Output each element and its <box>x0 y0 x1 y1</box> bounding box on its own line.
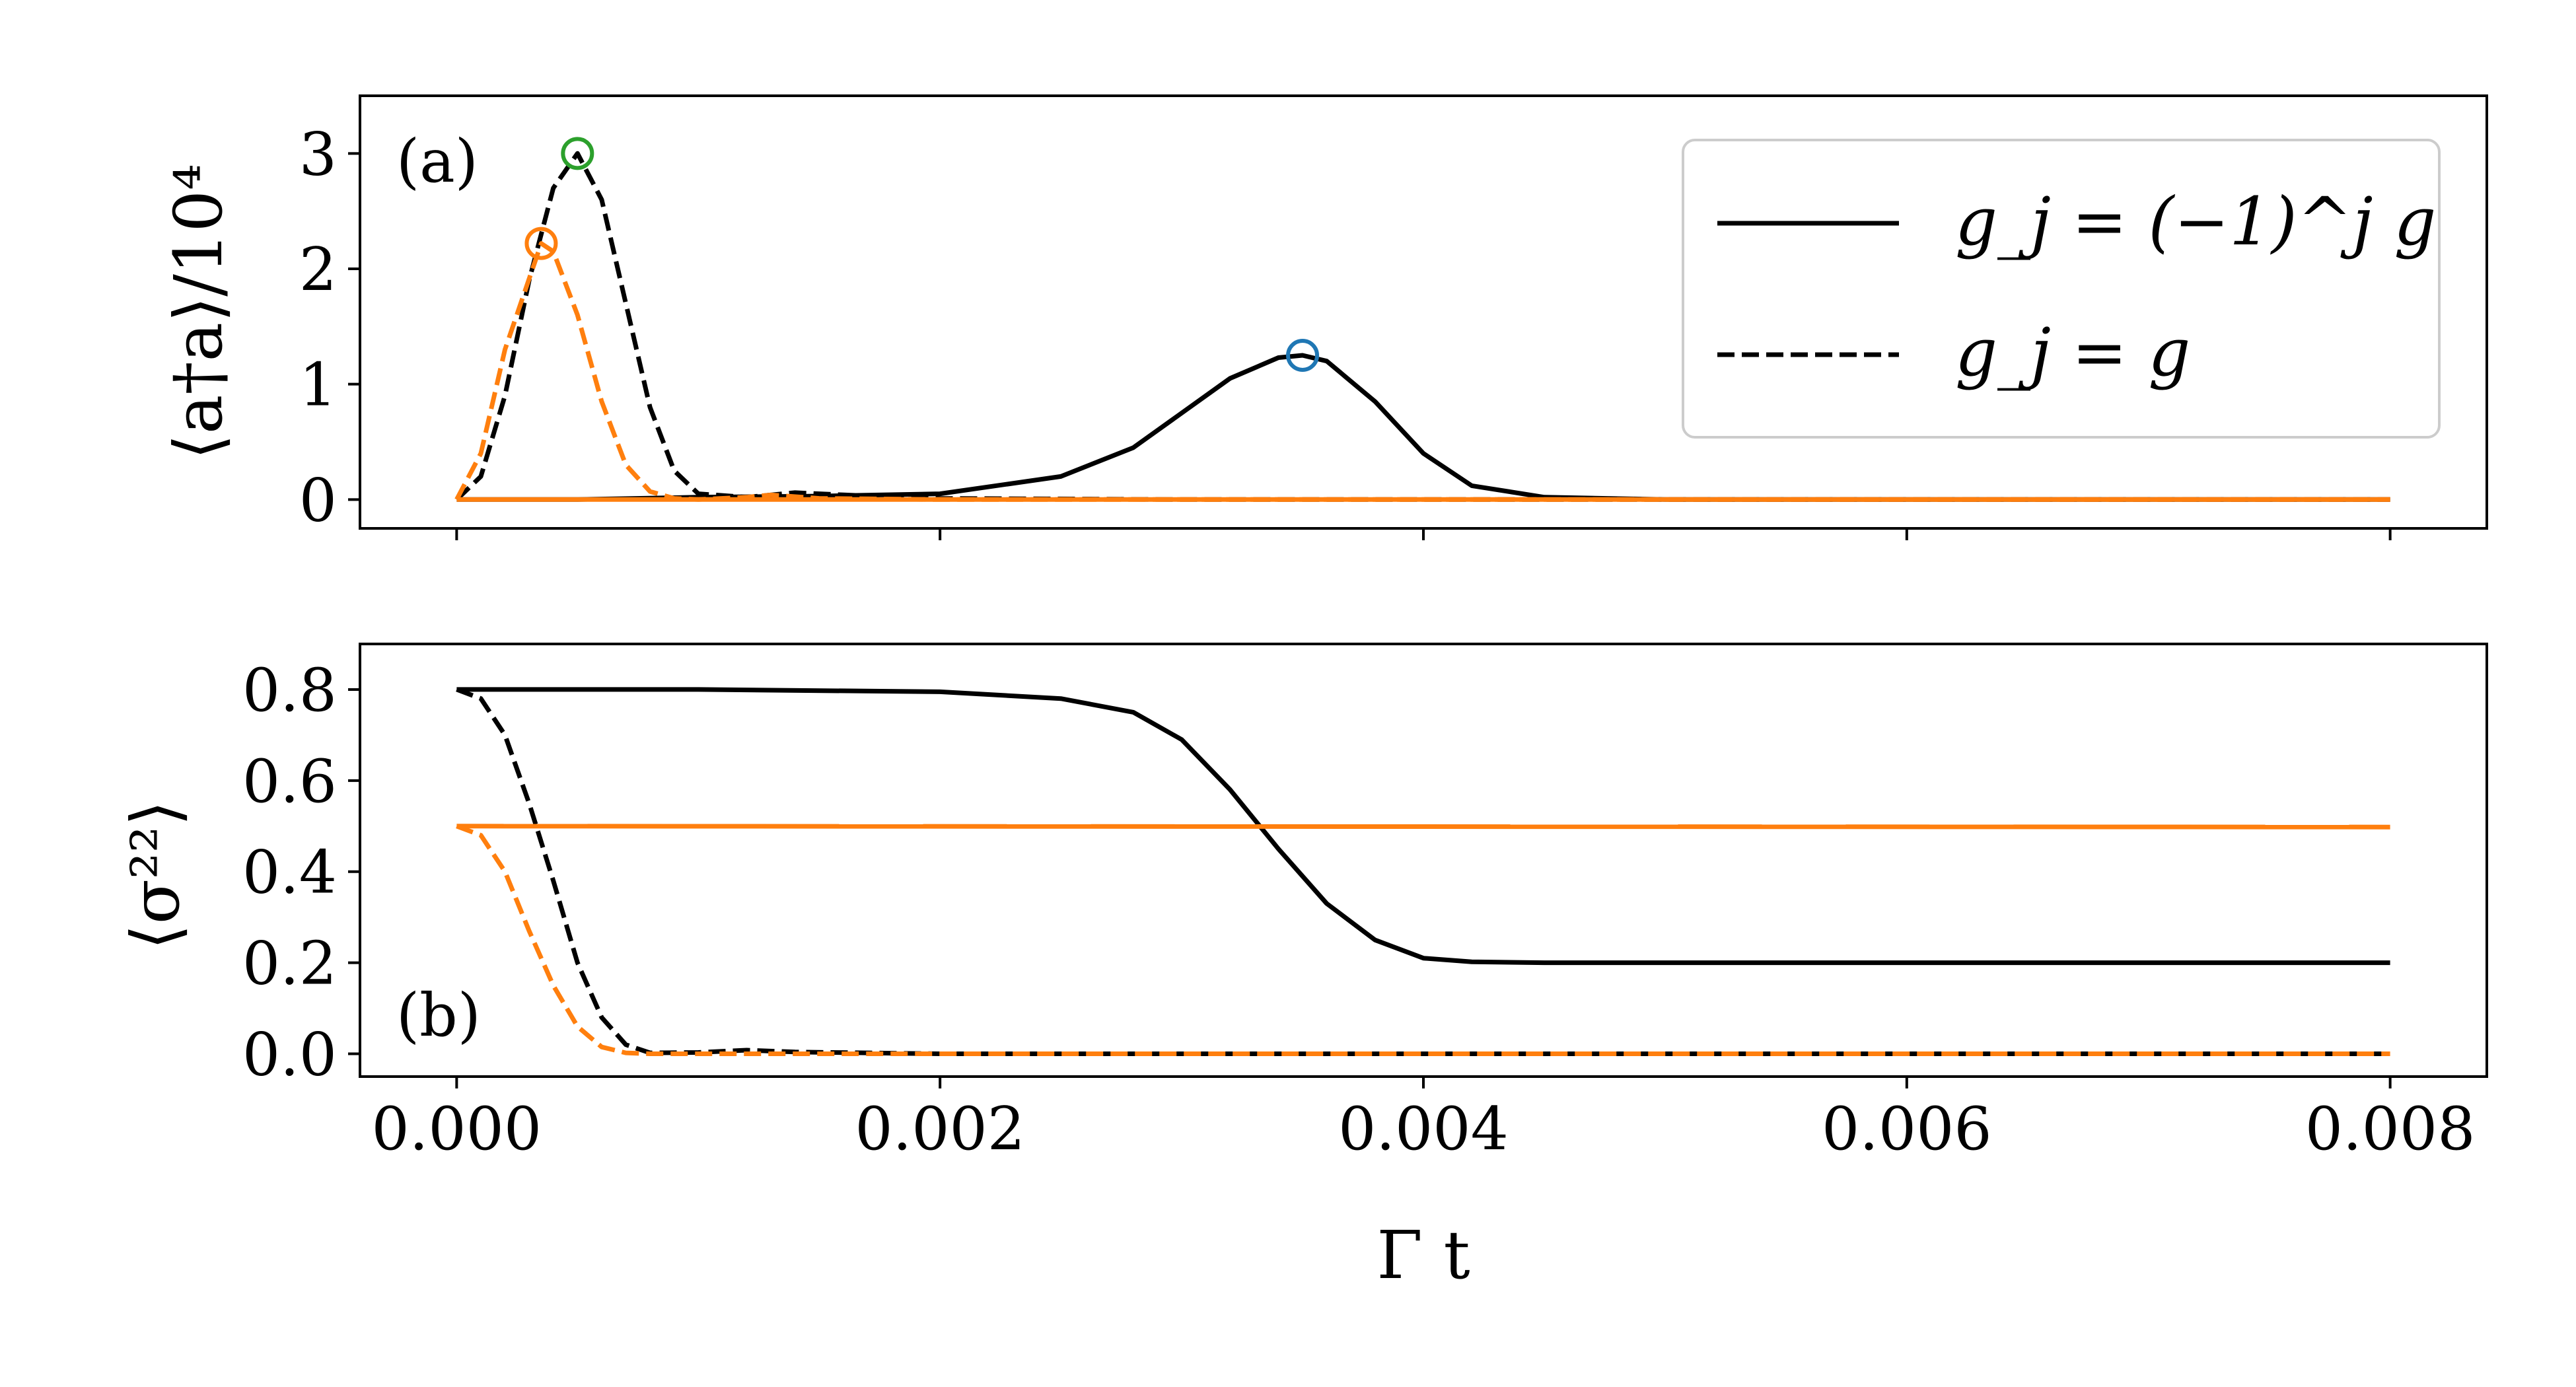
panel-a-peak-marker-0 <box>561 137 594 170</box>
panel-b-y-tick-label-3: 0.6 <box>242 747 337 816</box>
plot-b-lines <box>456 687 2390 1056</box>
panel-a: 0 1 2 3 (a) ⟨a†a⟩/10⁴ g_j = (−1)^j g g_j = … <box>160 94 2488 540</box>
legend-dashed-label: g_j = g <box>1955 314 2190 391</box>
panel-a-y-tick-label-3: 3 <box>299 120 337 189</box>
plot-a-lines <box>454 137 2390 502</box>
panel-a-label: (a) <box>396 127 478 196</box>
x-axis-label: Γ t <box>1377 1217 1470 1294</box>
panel-b-x-ticks: 0.000 0.002 0.004 0.006 0.008 <box>372 1077 2476 1164</box>
panel-a-ylabel: ⟨a†a⟩/10⁴ <box>160 164 237 460</box>
x-tick-label-0: 0.000 <box>372 1094 542 1164</box>
legend-box <box>1682 139 2441 439</box>
panel-b-y-tick-label-1: 0.2 <box>242 929 337 999</box>
panel-a-y-tick-label-1: 1 <box>299 351 337 420</box>
panel-a-x-ticks <box>455 528 2392 540</box>
panel-b: 0.00.20.40.60.8 0.000 0.002 0.004 0.006 0.00… <box>117 643 2488 1164</box>
panel-b-series-2-dashed <box>456 824 2390 1056</box>
panel-b-series-3-solid <box>456 824 2390 830</box>
x-tick-label-2: 0.004 <box>1338 1094 1509 1164</box>
panel-b-ylabel: ⟨σ²²⟩ <box>117 800 194 950</box>
panel-b-series-1-dashed <box>456 687 2390 1056</box>
x-tick-label-1: 0.002 <box>855 1094 1025 1164</box>
panel-a-y-ticks: 0 1 2 3 <box>299 120 360 535</box>
x-tick-label-3: 0.006 <box>1822 1094 1992 1164</box>
panel-a-y-tick-label-0: 0 <box>299 466 337 535</box>
panel-a-y-tick-label-2: 2 <box>299 235 337 304</box>
panel-b-y-tick-label-4: 0.8 <box>242 656 337 725</box>
legend: g_j = (−1)^j g g_j = g <box>1682 139 2441 439</box>
panel-b-y-tick-label-2: 0.4 <box>242 838 337 907</box>
panel-a-peak-marker-1 <box>524 227 558 260</box>
panel-b-y-ticks: 0.0 0.2 0.4 0.6 0.8 <box>242 656 360 1090</box>
legend-solid-label: g_j = (−1)^j g <box>1955 183 2436 260</box>
x-tick-label-4: 0.008 <box>2305 1094 2476 1164</box>
panel-b-y-tick-label-0: 0.0 <box>242 1020 337 1090</box>
panel-a-peak-marker-2 <box>1286 339 1320 372</box>
panel-b-label: (b) <box>396 981 481 1050</box>
panel-b-series-0-solid <box>456 687 2390 966</box>
